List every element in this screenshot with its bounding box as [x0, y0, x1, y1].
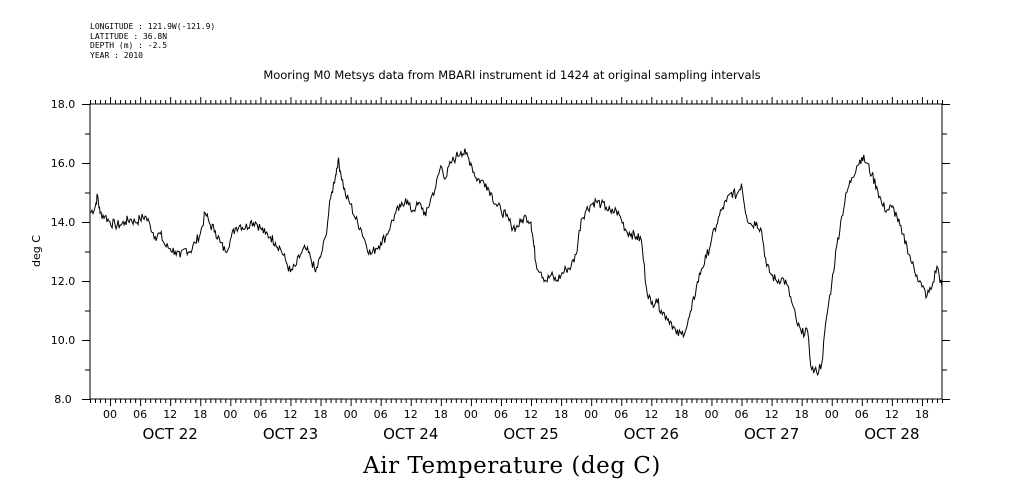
series-line	[89, 148, 943, 377]
x-hour-tick-label: 12	[885, 408, 899, 421]
x-hour-tick-label: 12	[765, 408, 779, 421]
x-hour-tick-label: 12	[644, 408, 658, 421]
x-hour-tick-label: 06	[374, 408, 388, 421]
x-hour-tick-label: 06	[855, 408, 869, 421]
x-hour-tick-label: 00	[103, 408, 117, 421]
x-hour-tick-label: 12	[524, 408, 538, 421]
y-tick-label: 16.0	[51, 157, 76, 170]
x-day-label: OCT 27	[744, 425, 799, 443]
x-day-label: OCT 28	[864, 425, 919, 443]
x-hour-tick-label: 18	[314, 408, 328, 421]
y-tick-label: 14.0	[51, 216, 76, 229]
x-hour-tick-label: 06	[735, 408, 749, 421]
x-hour-tick-label: 18	[915, 408, 929, 421]
x-hour-tick-label: 06	[494, 408, 508, 421]
x-hour-tick-label: 06	[614, 408, 628, 421]
y-tick-label: 8.0	[54, 393, 72, 406]
x-hour-tick-label: 12	[163, 408, 177, 421]
y-tick-label: 10.0	[51, 334, 76, 347]
depth-label: DEPTH (m) : -2.5	[90, 41, 168, 50]
x-hour-tick-label: 00	[344, 408, 358, 421]
y-tick-label: 18.0	[51, 98, 76, 111]
x-hour-tick-label: 00	[825, 408, 839, 421]
y-tick-label: 12.0	[51, 275, 76, 288]
x-day-label: OCT 22	[143, 425, 198, 443]
x-hour-tick-label: 18	[674, 408, 688, 421]
x-hour-tick-label: 18	[795, 408, 809, 421]
chart-title: Mooring M0 Metsys data from MBARI instru…	[263, 68, 761, 82]
x-day-label: OCT 26	[624, 425, 679, 443]
x-hour-tick-label: 18	[193, 408, 207, 421]
x-hour-tick-label: 18	[434, 408, 448, 421]
x-hour-tick-label: 00	[223, 408, 237, 421]
x-day-label: OCT 24	[383, 425, 438, 443]
year-label: YEAR : 2010	[90, 50, 143, 60]
station-metadata: LONGITUDE : 121.9W(-121.9) LATITUDE : 36…	[90, 22, 215, 60]
axis-ticks	[82, 97, 950, 406]
x-day-label: OCT 25	[503, 425, 558, 443]
x-hour-tick-label: 06	[253, 408, 267, 421]
longitude-label: LONGITUDE : 121.9W(-121.9)	[90, 22, 216, 31]
x-hour-tick-label: 12	[404, 408, 418, 421]
x-hour-tick-label: 06	[133, 408, 147, 421]
x-hour-tick-label: 12	[283, 408, 297, 421]
y-tick-labels: 8.0 10.0 12.0 14.0 16.0 18.0	[51, 98, 76, 406]
latitude-label: LATITUDE : 36.8N	[90, 31, 168, 41]
x-hour-tick-label: 18	[554, 408, 568, 421]
x-day-label: OCT 23	[263, 425, 318, 443]
x-axis-label: Air Temperature (deg C)	[363, 453, 661, 479]
x-hour-tick-label: 00	[704, 408, 718, 421]
plot-frame	[89, 103, 943, 400]
y-axis-label: deg C	[30, 235, 43, 267]
x-hour-tick-label: 00	[464, 408, 478, 421]
x-hour-tick-label: 00	[584, 408, 598, 421]
x-tick-labels: 00 06 12 18 OCT 22 00 06 12 18 OCT 23 00 06 12 18 OCT …	[103, 408, 929, 443]
